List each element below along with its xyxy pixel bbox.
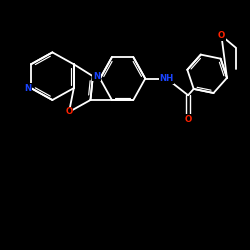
Text: O: O <box>184 114 192 124</box>
Text: N: N <box>24 84 31 92</box>
Text: O: O <box>66 108 73 116</box>
Text: N: N <box>93 72 100 81</box>
Text: O: O <box>218 31 225 40</box>
Text: NH: NH <box>160 74 174 83</box>
